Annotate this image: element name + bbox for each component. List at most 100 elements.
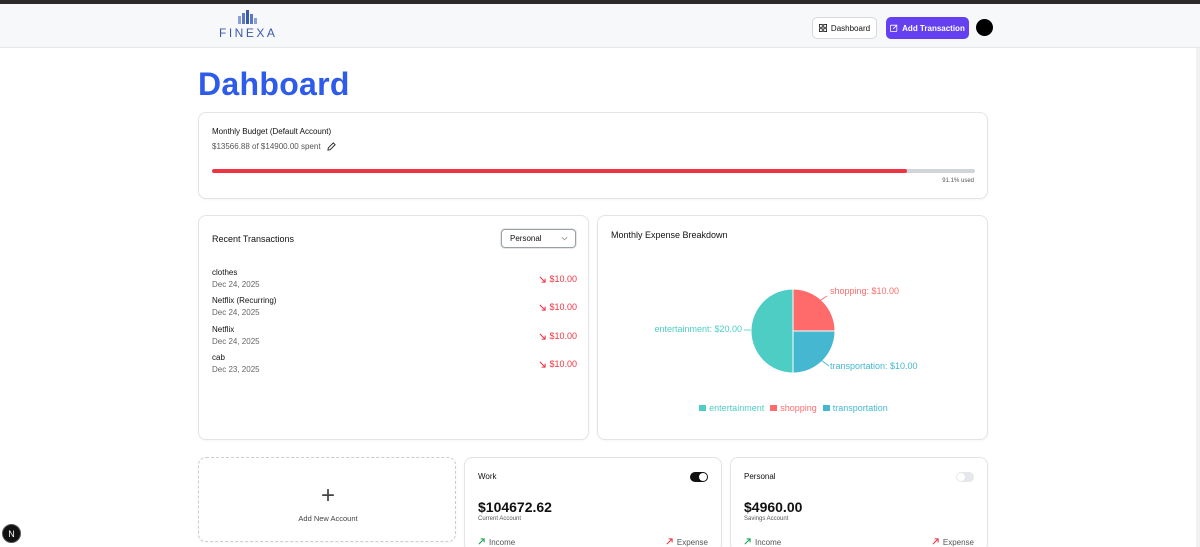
transaction-name: Netflix bbox=[212, 325, 235, 334]
transaction-amount: $10.00 bbox=[539, 302, 577, 312]
arrow-down-right-icon bbox=[539, 333, 547, 340]
legend-swatch-transportation bbox=[822, 405, 830, 411]
pie-slice-transportation[interactable] bbox=[792, 330, 836, 374]
transaction-amount-value: $10.00 bbox=[549, 359, 577, 369]
transaction-name: Netflix (Recurring) bbox=[212, 296, 277, 305]
transaction-amount: $10.00 bbox=[539, 359, 577, 369]
add-new-account-label: Add New Account bbox=[298, 514, 358, 523]
transaction-date: Dec 24, 2025 bbox=[212, 280, 260, 289]
page-title: Dahboard bbox=[198, 66, 350, 102]
pie-label-line-shopping bbox=[817, 295, 828, 303]
legend-item-transportation[interactable]: transportation bbox=[822, 403, 888, 413]
transaction-amount-value: $10.00 bbox=[549, 274, 577, 284]
transaction-row[interactable]: clothes Dec 24, 2025 $10.00 bbox=[212, 268, 577, 290]
pie-label-shopping: shopping: $10.00 bbox=[830, 286, 899, 296]
transaction-date: Dec 23, 2025 bbox=[212, 365, 260, 374]
income-label: Income bbox=[755, 538, 782, 547]
expense-breakdown-title: Monthly Expense Breakdown bbox=[611, 230, 728, 240]
transaction-date: Dec 24, 2025 bbox=[212, 337, 260, 346]
legend-item-shopping[interactable]: shopping bbox=[770, 403, 817, 413]
user-avatar[interactable] bbox=[976, 19, 993, 36]
grid-icon bbox=[818, 24, 827, 32]
transaction-amount: $10.00 bbox=[539, 331, 577, 341]
account-name: Personal bbox=[744, 472, 776, 481]
budget-title: Monthly Budget (Default Account) bbox=[212, 127, 332, 136]
dashboard-button-label: Dashboard bbox=[830, 23, 871, 33]
nextjs-dev-badge[interactable]: N bbox=[2, 524, 21, 543]
expense-indicator: Expense bbox=[932, 538, 974, 547]
plus-icon: + bbox=[320, 482, 335, 509]
transaction-row[interactable]: Netflix (Recurring) Dec 24, 2025 $10.00 bbox=[212, 296, 577, 318]
account-balance: $104672.62 bbox=[478, 499, 552, 515]
toggle-knob bbox=[957, 473, 965, 481]
budget-spent-text: $13566.88 of $14900.00 spent bbox=[212, 142, 321, 151]
legend-label-shopping: shopping bbox=[780, 403, 817, 413]
income-indicator: Income bbox=[744, 538, 781, 547]
top-header: FINEXA Dashboard Add Transaction bbox=[0, 4, 1200, 48]
legend-label-transportation: transportation bbox=[832, 403, 888, 413]
add-transaction-label: Add Transaction bbox=[902, 23, 965, 33]
account-type: Current Account bbox=[478, 516, 522, 522]
budget-progress-bar bbox=[212, 169, 975, 173]
default-account-toggle[interactable] bbox=[956, 472, 974, 482]
chart-legend: entertainment shopping transportation bbox=[598, 403, 989, 413]
arrow-down-right-icon bbox=[539, 276, 547, 283]
pen-square-icon bbox=[890, 24, 898, 32]
account-type: Savings Account bbox=[744, 516, 789, 522]
expense-label: Expense bbox=[942, 538, 974, 547]
expense-breakdown-card: Monthly Expense Breakdown shopping: $10.… bbox=[597, 215, 988, 440]
default-account-toggle[interactable] bbox=[690, 472, 708, 482]
logo-building-icon bbox=[235, 10, 259, 24]
budget-spent-row: $13566.88 of $14900.00 spent bbox=[212, 142, 336, 151]
account-select-value: Personal bbox=[510, 234, 542, 243]
transaction-amount-value: $10.00 bbox=[549, 302, 577, 312]
account-card-work[interactable]: Work $104672.62 Current Account Income E… bbox=[464, 457, 722, 547]
income-indicator: Income bbox=[478, 538, 515, 547]
arrow-up-right-icon bbox=[744, 538, 751, 545]
account-name: Work bbox=[478, 472, 497, 481]
recent-transactions-title: Recent Transactions bbox=[212, 234, 295, 244]
toggle-knob bbox=[699, 473, 707, 481]
pie-label-entertainment: entertainment: $20.00 bbox=[654, 324, 742, 334]
transaction-amount: $10.00 bbox=[539, 274, 577, 284]
add-transaction-button[interactable]: Add Transaction bbox=[886, 17, 969, 39]
account-card-personal[interactable]: Personal $4960.00 Savings Account Income… bbox=[730, 457, 988, 547]
arrow-up-right-icon bbox=[666, 538, 673, 545]
legend-swatch-entertainment bbox=[699, 405, 707, 411]
transaction-name: cab bbox=[212, 353, 225, 362]
legend-item-entertainment[interactable]: entertainment bbox=[699, 403, 764, 413]
chevron-down-icon bbox=[561, 236, 568, 241]
arrow-up-right-icon bbox=[932, 538, 939, 545]
transaction-date: Dec 24, 2025 bbox=[212, 308, 260, 317]
budget-used-label: 91.1% used bbox=[942, 178, 974, 184]
window-top-strip bbox=[0, 0, 1200, 4]
expense-label: Expense bbox=[676, 538, 708, 547]
pie-label-line-transportation bbox=[820, 359, 830, 367]
transaction-amount-value: $10.00 bbox=[549, 331, 577, 341]
recent-transactions-card: Recent Transactions Personal clothes Dec… bbox=[198, 215, 589, 440]
transaction-row[interactable]: cab Dec 23, 2025 $10.00 bbox=[212, 353, 577, 375]
account-select[interactable]: Personal bbox=[501, 229, 576, 248]
arrow-down-right-icon bbox=[539, 361, 547, 368]
logo-text: FINEXA bbox=[219, 26, 278, 40]
transaction-name: clothes bbox=[212, 268, 238, 277]
expense-indicator: Expense bbox=[666, 538, 708, 547]
budget-progress-fill bbox=[212, 169, 908, 173]
income-label: Income bbox=[489, 538, 516, 547]
finexa-logo[interactable]: FINEXA bbox=[219, 10, 275, 44]
legend-swatch-shopping bbox=[770, 405, 778, 411]
scrollbar-track[interactable] bbox=[1196, 48, 1200, 547]
add-new-account-card[interactable]: + Add New Account bbox=[198, 457, 456, 542]
account-balance: $4960.00 bbox=[744, 499, 803, 515]
pie-slice-entertainment[interactable] bbox=[750, 288, 794, 374]
arrow-up-right-icon bbox=[478, 538, 485, 545]
monthly-budget-card: Monthly Budget (Default Account) $13566.… bbox=[198, 112, 988, 199]
dashboard-button[interactable]: Dashboard bbox=[812, 17, 877, 39]
pencil-icon[interactable] bbox=[326, 142, 336, 151]
pie-slice-shopping[interactable] bbox=[792, 288, 836, 332]
arrow-down-right-icon bbox=[539, 304, 547, 311]
pie-label-transportation: transportation: $10.00 bbox=[830, 361, 918, 371]
transaction-row[interactable]: Netflix Dec 24, 2025 $10.00 bbox=[212, 325, 577, 347]
legend-label-entertainment: entertainment bbox=[709, 403, 765, 413]
expense-pie-chart: shopping: $10.00 transportation: $10.00 en… bbox=[654, 286, 918, 374]
